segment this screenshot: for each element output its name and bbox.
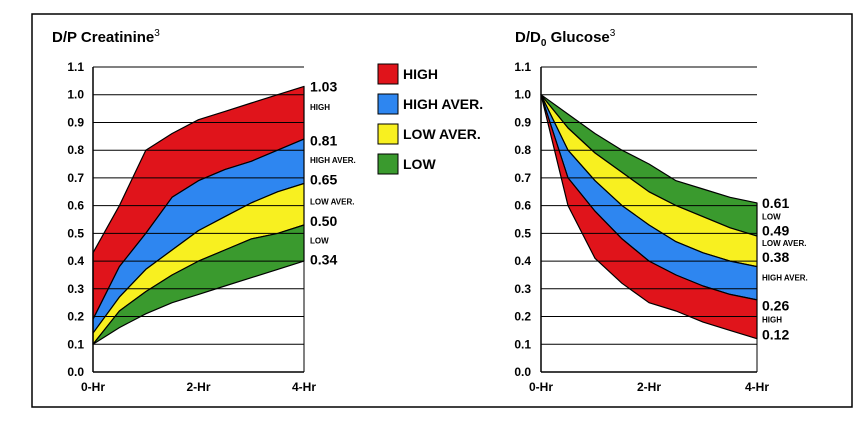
creatinine-y-tick-label: 0.3	[67, 282, 84, 296]
legend: HIGH HIGH AVER. LOW AVER. LOW	[377, 63, 483, 175]
glucose-y-tick-label: 0.4	[514, 254, 531, 268]
legend-label: LOW	[403, 156, 436, 172]
creatinine-endpoint-value: 0.50	[310, 213, 337, 229]
glucose-y-tick-labels: 0.0 0.1 0.2 0.3 0.4 0.5 0.6 0.7 0.8 0.9 1.0 1.1	[514, 60, 531, 379]
creatinine-y-tick-label: 1.0	[67, 88, 84, 102]
glucose-x-tick-labels: 0-Hr 2-Hr 4-Hr	[529, 380, 769, 394]
glucose-band-label: LOW	[762, 213, 781, 222]
creatinine-right-labels: 1.03 HIGH 0.81 HIGH AVER. 0.65 LOW AVER. 0.50 L…	[310, 78, 356, 267]
creatinine-chart-title: D/P Creatinine3	[52, 28, 160, 46]
creatinine-y-tick-label: 0.8	[67, 143, 84, 157]
glucose-y-tick-label: 0.2	[514, 310, 531, 324]
legend-label: LOW AVER.	[403, 126, 481, 142]
creatinine-y-tick-label: 0.4	[67, 254, 84, 268]
creatinine-y-tick-label: 0.6	[67, 199, 84, 213]
glucose-x-tick-label: 4-Hr	[745, 380, 769, 394]
legend-label: HIGH	[403, 66, 438, 82]
creatinine-x-tick-label: 2-Hr	[186, 380, 210, 394]
glucose-endpoint-value: 0.12	[762, 327, 789, 343]
creatinine-band-label: HIGH	[310, 103, 330, 112]
legend-swatch-low-aver	[377, 123, 399, 145]
legend-swatch-high-aver	[377, 93, 399, 115]
creatinine-y-tick-label: 1.1	[67, 60, 84, 74]
legend-swatch-high	[377, 63, 399, 85]
legend-label: HIGH AVER.	[403, 96, 483, 112]
creatinine-y-tick-label: 0.2	[67, 310, 84, 324]
glucose-band-label: LOW AVER.	[762, 239, 806, 248]
creatinine-y-tick-label: 0.7	[67, 171, 84, 185]
glucose-title-text: D/D	[515, 29, 541, 46]
glucose-chart: D/D0 Glucose3 0.00.10.20.30.40.50.60.70.…	[514, 28, 807, 394]
glucose-endpoint-value: 0.38	[762, 249, 789, 265]
glucose-endpoint-value: 0.61	[762, 195, 789, 211]
creatinine-y-tick-labels: 0.0 0.1 0.2 0.3 0.4 0.5 0.6 0.7 0.8 0.9 1.0 1.1	[67, 60, 84, 379]
creatinine-title-superscript: 3	[154, 28, 160, 39]
glucose-y-tick-label: 0.1	[514, 337, 531, 351]
glucose-y-tick-label: 0.3	[514, 282, 531, 296]
glucose-endpoint-value: 0.49	[762, 223, 789, 239]
creatinine-y-tick-label: 0.9	[67, 116, 84, 130]
creatinine-chart: D/P Creatinine3 0.0 0.1 0.2 0.3 0.4 0.5 0.6 0.7…	[52, 28, 356, 394]
creatinine-x-tick-label: 4-Hr	[292, 380, 316, 394]
creatinine-endpoint-value: 0.81	[310, 133, 337, 149]
glucose-axes	[540, 67, 758, 373]
creatinine-y-tick-label: 0.1	[67, 337, 84, 351]
creatinine-x-tick-label: 0-Hr	[81, 380, 105, 394]
creatinine-endpoint-value: 0.34	[310, 252, 337, 268]
creatinine-band-label: LOW AVER.	[310, 198, 354, 207]
legend-swatch-low	[377, 153, 399, 175]
creatinine-y-tick-label: 0.5	[67, 226, 84, 240]
glucose-chart-title: D/D0 Glucose3	[515, 28, 616, 49]
glucose-title-superscript: 3	[610, 28, 616, 39]
glucose-x-tick-label: 2-Hr	[637, 380, 661, 394]
glucose-bands	[540, 94, 758, 340]
glucose-y-tick-label: 1.0	[514, 88, 531, 102]
glucose-endpoint-value: 0.26	[762, 298, 789, 314]
creatinine-endpoint-value: 0.65	[310, 171, 337, 187]
glucose-y-tick-label: 0.7	[514, 171, 531, 185]
glucose-title-suffix: Glucose	[546, 29, 609, 46]
glucose-x-tick-label: 0-Hr	[529, 380, 553, 394]
glucose-y-tick-label: 0.0	[514, 365, 531, 379]
creatinine-band-label: HIGH AVER.	[310, 156, 356, 165]
creatinine-y-tick-label: 0.0	[67, 365, 84, 379]
glucose-gridlines	[541, 66, 757, 345]
glucose-y-tick-label: 0.6	[514, 199, 531, 213]
glucose-band-label: HIGH AVER.	[762, 274, 808, 283]
glucose-title-subscript: 0	[541, 38, 547, 49]
creatinine-gridlines	[93, 66, 304, 345]
creatinine-band-label: LOW	[310, 236, 329, 245]
creatinine-x-tick-labels: 0-Hr 2-Hr 4-Hr	[81, 380, 316, 394]
creatinine-axes	[92, 67, 305, 373]
glucose-band-label: HIGH	[762, 315, 782, 324]
glucose-y-tick-label: 1.1	[514, 60, 531, 74]
creatinine-endpoint-value: 1.03	[310, 78, 337, 94]
glucose-y-tick-label: 0.9	[514, 116, 531, 130]
creatinine-title-text: D/P Creatinine	[52, 29, 154, 46]
glucose-y-tick-label: 0.5	[514, 226, 531, 240]
glucose-y-tick-label: 0.8	[514, 143, 531, 157]
